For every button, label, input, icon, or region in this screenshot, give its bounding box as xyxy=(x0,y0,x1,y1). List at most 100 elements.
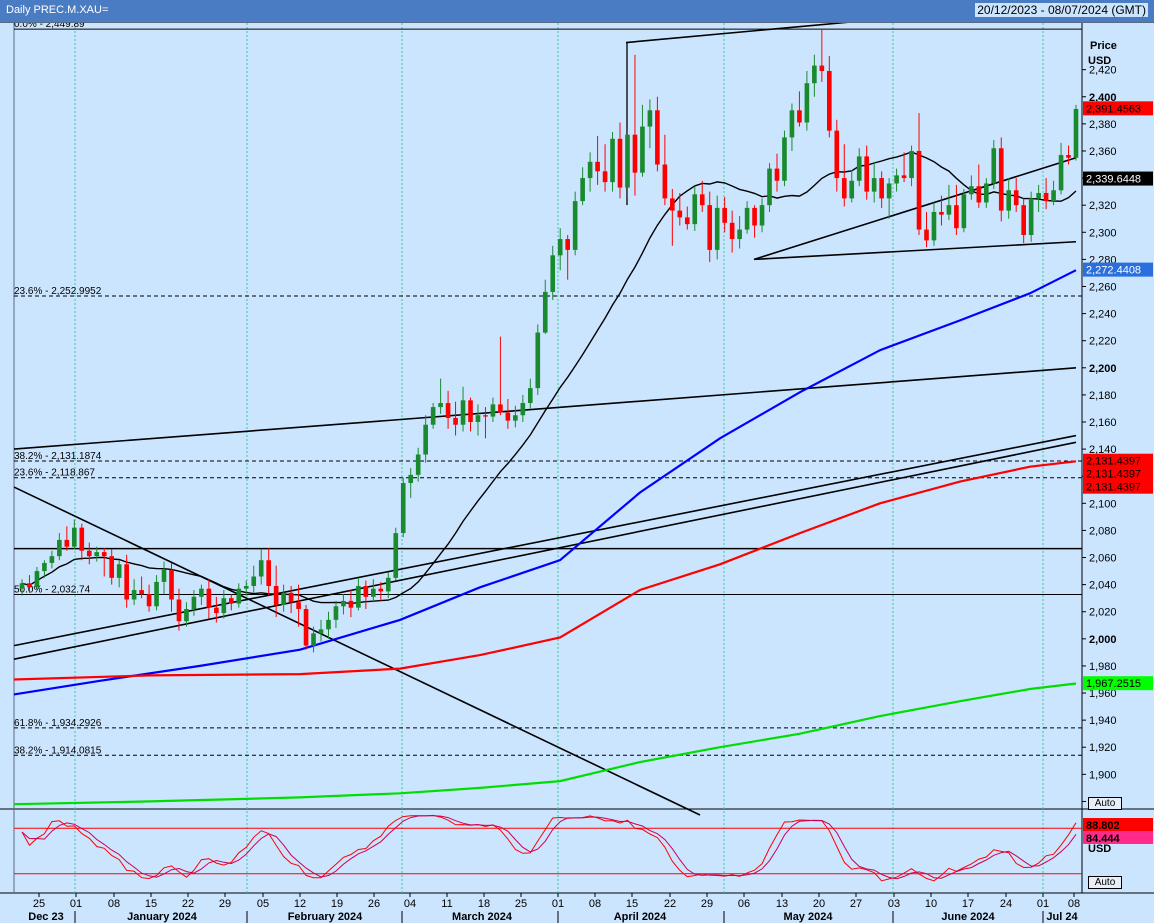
candle-body xyxy=(161,569,167,582)
candle xyxy=(490,397,496,422)
candle-body xyxy=(991,148,997,184)
candle-body xyxy=(86,550,92,557)
candle-body xyxy=(1043,192,1049,202)
candle-body xyxy=(64,539,70,547)
candle xyxy=(729,210,735,253)
candle-body xyxy=(468,400,473,422)
month-label: Dec 23 xyxy=(28,911,63,923)
candle xyxy=(976,164,982,208)
date-tick-label: 08 xyxy=(589,898,601,910)
date-tick-label: 19 xyxy=(331,898,343,910)
candle-body xyxy=(27,583,32,588)
candle xyxy=(400,477,406,538)
date-tick-label: 15 xyxy=(145,898,157,910)
candle xyxy=(572,191,578,256)
price-tag-label: 2,131.4397 xyxy=(1086,469,1141,481)
candle-body xyxy=(490,404,496,417)
candle xyxy=(348,590,354,618)
candle-body xyxy=(281,592,286,605)
month-label: June 2024 xyxy=(941,911,995,923)
candle xyxy=(19,579,25,596)
candle xyxy=(42,560,47,578)
price-tick-label: 2,160 xyxy=(1089,417,1117,429)
trendline-down xyxy=(13,486,701,816)
candle-body xyxy=(572,201,578,250)
candle-body xyxy=(176,599,182,622)
candle-body xyxy=(849,180,855,199)
date-tick-label: 03 xyxy=(888,898,900,910)
candle-body xyxy=(258,560,264,577)
price-tick-label: 2,420 xyxy=(1089,65,1117,77)
price-tag-label: 2,391.4563 xyxy=(1086,103,1141,115)
candle-body xyxy=(744,207,750,230)
candle xyxy=(901,152,907,183)
oscillator-auto-scale-button[interactable]: Auto xyxy=(1088,876,1122,889)
date-tick-label: 01 xyxy=(70,898,82,910)
price-tick-label: 2,400 xyxy=(1089,92,1117,104)
candle-body xyxy=(684,217,690,225)
trendline-upper xyxy=(13,366,1077,450)
candle xyxy=(886,178,892,219)
candle-body xyxy=(550,255,556,292)
candle xyxy=(161,561,167,595)
price-tick-label: 2,060 xyxy=(1089,553,1117,565)
candle-body xyxy=(356,585,361,608)
chart-frame: 1,8801,9001,9201,9401,9601,9802,0002,020… xyxy=(0,22,1154,923)
candle xyxy=(871,161,877,203)
candle xyxy=(610,131,615,192)
candle xyxy=(363,580,369,610)
candle xyxy=(139,576,144,599)
candle-body xyxy=(1073,108,1079,158)
candle-body xyxy=(729,222,735,240)
candle-body xyxy=(520,403,526,416)
candle-body xyxy=(1058,155,1064,191)
candle-body xyxy=(886,183,892,199)
price-chart[interactable]: 1,8801,9001,9201,9401,9601,9802,0002,020… xyxy=(0,23,1154,923)
date-tick-label: 06 xyxy=(738,898,750,910)
candle-body xyxy=(266,560,271,586)
price-auto-scale-button[interactable]: Auto xyxy=(1088,797,1122,810)
candle xyxy=(1066,145,1071,165)
candle-body xyxy=(864,156,870,192)
candle-body xyxy=(961,194,967,229)
candle xyxy=(318,619,324,642)
price-tick-label: 2,100 xyxy=(1089,498,1117,510)
candle xyxy=(49,550,55,569)
price-tag-label: 2,272.4408 xyxy=(1086,265,1141,277)
candle xyxy=(841,144,847,207)
candle xyxy=(655,96,660,172)
price-tick-label: 2,140 xyxy=(1089,444,1117,456)
candle xyxy=(438,378,443,414)
fib-level-label: 23.6% - 2,118.867 xyxy=(14,468,95,479)
candle xyxy=(834,119,840,192)
candle-body xyxy=(827,71,832,131)
candle-body xyxy=(483,415,488,417)
price-tick-label: 2,040 xyxy=(1089,580,1117,592)
candle-body xyxy=(625,134,630,188)
candle xyxy=(707,191,713,263)
date-tick-label: 22 xyxy=(664,898,676,910)
date-tick-label: 01 xyxy=(1037,898,1049,910)
candle-body xyxy=(460,400,466,425)
candle-body xyxy=(983,183,989,203)
candle xyxy=(423,415,428,463)
candle xyxy=(916,113,922,235)
candle xyxy=(34,567,40,591)
candle xyxy=(288,585,294,614)
candle-body xyxy=(692,194,698,225)
candle xyxy=(864,145,870,200)
price-tick-label: 1,980 xyxy=(1089,661,1117,673)
fib-level-label: 23.6% - 2,252.9952 xyxy=(14,286,102,297)
candle-body xyxy=(184,609,189,622)
candle-body xyxy=(557,239,563,256)
date-tick-label: 01 xyxy=(552,898,564,910)
candle xyxy=(1058,142,1064,195)
candle-body xyxy=(214,607,219,614)
candle xyxy=(632,54,638,196)
candle-body xyxy=(655,110,660,165)
candle xyxy=(1021,198,1026,244)
candle-body xyxy=(759,205,765,226)
candle-body xyxy=(909,150,914,179)
date-tick-label: 26 xyxy=(368,898,380,910)
candle-body xyxy=(445,403,451,418)
